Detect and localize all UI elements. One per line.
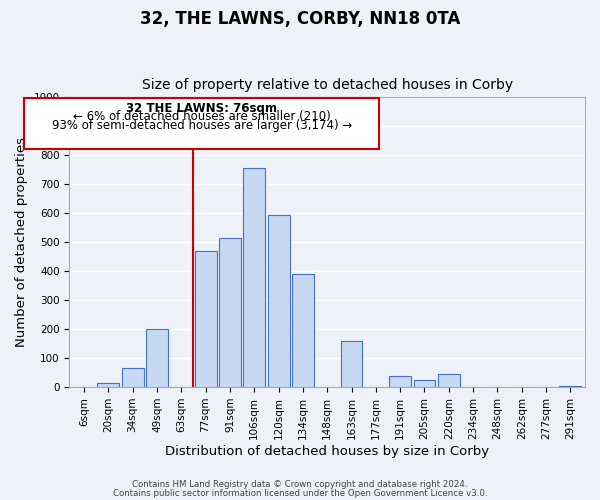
Bar (97, 383, 119, 387)
Bar (559, 386, 581, 387)
Text: 93% of semi-detached houses are larger (3,174) →: 93% of semi-detached houses are larger (… (52, 119, 352, 132)
Y-axis label: Number of detached properties: Number of detached properties (15, 137, 28, 347)
Bar (243, 168, 265, 387)
Bar (146, 329, 168, 387)
Text: 32 THE LAWNS: 76sqm: 32 THE LAWNS: 76sqm (127, 102, 277, 114)
Bar (292, 274, 314, 387)
Bar (194, 251, 217, 387)
Bar (413, 380, 436, 387)
Bar (219, 238, 241, 387)
Bar (389, 376, 411, 387)
X-axis label: Distribution of detached houses by size in Corby: Distribution of detached houses by size … (165, 444, 489, 458)
Text: Contains HM Land Registry data © Crown copyright and database right 2024.: Contains HM Land Registry data © Crown c… (132, 480, 468, 489)
Bar (268, 214, 290, 387)
Text: Contains public sector information licensed under the Open Government Licence v3: Contains public sector information licen… (113, 488, 487, 498)
Text: 32, THE LAWNS, CORBY, NN18 0TA: 32, THE LAWNS, CORBY, NN18 0TA (140, 10, 460, 28)
Bar (438, 374, 460, 387)
Bar (341, 340, 362, 387)
Bar (122, 368, 143, 387)
Text: ← 6% of detached houses are smaller (210): ← 6% of detached houses are smaller (210… (73, 110, 331, 124)
Title: Size of property relative to detached houses in Corby: Size of property relative to detached ho… (142, 78, 513, 92)
FancyBboxPatch shape (25, 98, 379, 148)
